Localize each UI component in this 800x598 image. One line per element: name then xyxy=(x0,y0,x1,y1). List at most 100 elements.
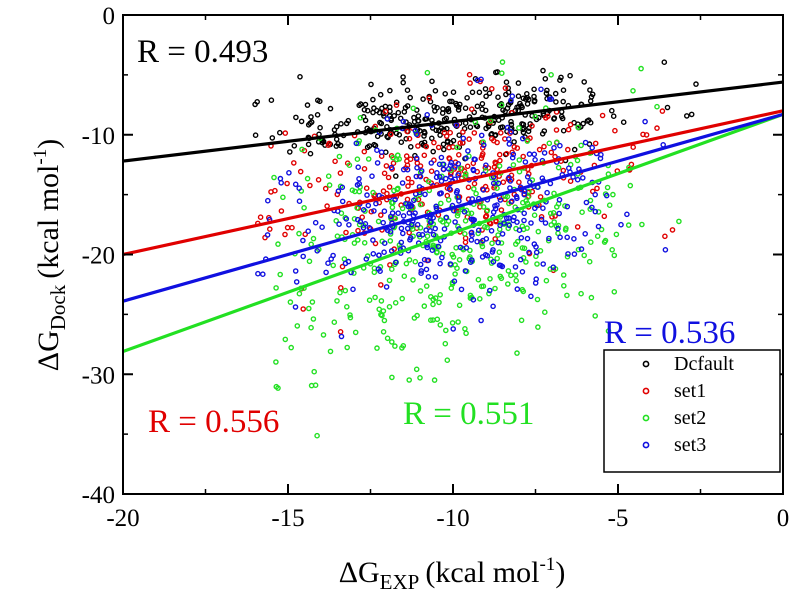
data-point xyxy=(413,173,420,180)
data-point xyxy=(430,301,436,308)
data-point xyxy=(479,152,486,159)
data-point xyxy=(578,142,584,149)
data-point xyxy=(354,237,361,243)
data-point xyxy=(551,144,557,151)
data-point xyxy=(659,108,666,114)
data-point xyxy=(594,233,601,239)
data-point xyxy=(538,213,545,220)
data-point xyxy=(480,283,487,290)
data-point xyxy=(513,277,520,284)
data-point xyxy=(287,299,294,305)
data-point xyxy=(353,140,360,147)
data-point xyxy=(427,293,434,300)
data-point xyxy=(325,142,332,148)
data-point xyxy=(399,295,406,302)
data-point xyxy=(495,232,501,238)
data-point xyxy=(515,93,522,99)
data-point xyxy=(526,151,533,157)
data-point xyxy=(370,237,376,243)
data-point xyxy=(392,299,399,306)
data-point xyxy=(560,167,567,174)
data-point xyxy=(548,222,555,228)
data-point xyxy=(643,132,650,138)
data-point xyxy=(523,96,529,102)
data-point xyxy=(344,344,351,351)
data-point xyxy=(453,244,459,251)
data-point xyxy=(362,101,369,108)
data-point xyxy=(443,125,450,132)
data-point xyxy=(296,185,303,191)
data-point xyxy=(423,283,430,289)
data-point xyxy=(518,317,525,324)
data-point xyxy=(602,237,609,244)
data-point xyxy=(578,290,584,297)
data-point xyxy=(624,211,630,218)
data-point xyxy=(407,203,414,209)
data-point xyxy=(487,220,494,227)
data-point xyxy=(374,160,381,166)
data-point xyxy=(462,235,469,241)
data-point xyxy=(495,117,502,123)
x-axis-label: ΔGEXP (kcal mol-1) xyxy=(339,554,566,594)
data-point xyxy=(304,175,311,182)
data-point xyxy=(400,118,407,125)
data-point xyxy=(311,368,318,375)
data-point xyxy=(560,98,567,105)
data-point xyxy=(519,286,526,293)
data-point xyxy=(488,86,495,92)
data-point xyxy=(447,162,454,168)
data-point xyxy=(579,209,585,215)
data-point xyxy=(384,116,391,122)
y-tick-label: -10 xyxy=(82,123,115,150)
data-point xyxy=(400,79,407,86)
data-point xyxy=(473,190,479,197)
data-point xyxy=(297,74,303,80)
data-point xyxy=(337,170,344,176)
data-point xyxy=(497,197,504,203)
data-point xyxy=(290,160,297,166)
data-point xyxy=(370,250,377,257)
data-point xyxy=(409,226,416,232)
data-point xyxy=(586,258,593,265)
data-point xyxy=(584,118,591,124)
data-point xyxy=(551,116,557,122)
data-point xyxy=(455,210,461,216)
data-point xyxy=(268,189,274,195)
data-point xyxy=(468,229,475,236)
data-point xyxy=(468,257,475,263)
data-point xyxy=(421,130,428,136)
data-point xyxy=(499,59,506,65)
data-point xyxy=(451,278,458,285)
data-point xyxy=(433,205,440,212)
data-point xyxy=(498,70,505,76)
data-point xyxy=(476,295,483,302)
data-point xyxy=(474,238,480,245)
data-point xyxy=(423,143,430,150)
data-point xyxy=(483,125,489,132)
data-point xyxy=(548,72,554,78)
data-point xyxy=(364,192,370,198)
data-point xyxy=(415,143,421,149)
data-point xyxy=(410,105,417,112)
data-point xyxy=(351,240,358,246)
data-point xyxy=(536,146,543,153)
r-label-set1: R = 0.556 xyxy=(148,404,279,440)
data-point xyxy=(407,143,414,150)
data-point xyxy=(539,130,546,137)
data-point xyxy=(361,148,368,155)
data-point xyxy=(440,106,446,112)
data-point xyxy=(503,150,510,157)
data-point xyxy=(561,282,567,289)
data-point xyxy=(412,258,419,265)
fit-line-set2 xyxy=(122,112,784,354)
data-point xyxy=(365,156,372,162)
data-point xyxy=(475,227,482,234)
data-point xyxy=(322,185,329,192)
x-tick-label: -15 xyxy=(271,505,304,532)
data-point xyxy=(556,196,563,203)
data-point xyxy=(418,168,425,174)
data-point xyxy=(564,253,571,260)
data-point xyxy=(560,272,567,278)
data-point xyxy=(512,272,519,278)
data-point xyxy=(308,119,315,125)
